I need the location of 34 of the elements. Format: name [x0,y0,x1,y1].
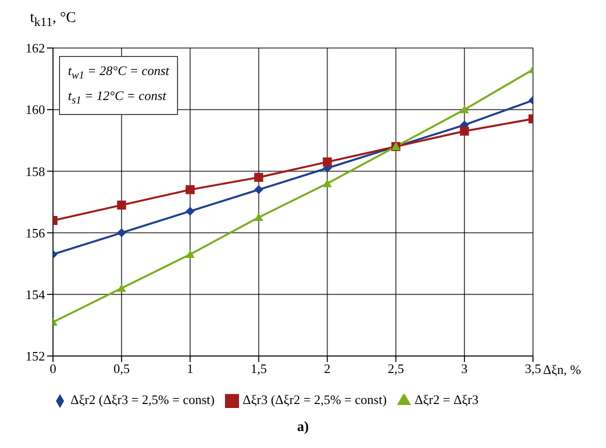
y-tick-label: 162 [26,40,45,56]
point [186,185,195,194]
y-tick-label: 156 [26,225,46,240]
x-tick-label: 2 [324,361,331,376]
legend-label: Δξr2 = Δξr3 [414,392,478,407]
x-tick-label: 3 [461,361,468,376]
text: t$_{w1}$ = 28°C = const t$_{s1}$ = 12°C = const [68,63,170,106]
point [254,185,264,194]
y-tick-label: 158 [26,164,45,179]
point [254,212,264,221]
x-tick-label: 3,5 [524,361,542,376]
point [117,228,126,238]
x-tick-label: 1,5 [250,361,267,376]
y-tick-label: 152 [26,348,45,364]
point [186,250,195,258]
point [186,206,195,216]
y-axis-title: t$_{k11}$, °C [30,10,76,30]
legend-label: Δξr3 (Δξr2 = 2,5% = const) [242,392,387,407]
y-tick-label: 160 [26,102,45,118]
text: a) [296,420,310,436]
y-tick-label: 154 [26,287,46,302]
point [460,126,469,136]
point [322,157,332,166]
x-tick-label: 2,5 [388,361,404,376]
x-tick-label: 1 [186,361,194,376]
point [460,105,469,114]
x-tick-label: 0,5 [113,361,130,376]
point [254,172,264,182]
point [117,200,126,210]
point [322,179,332,188]
x-tick-label: 0 [50,361,56,376]
point [117,284,126,292]
legend-label: Δξr2 (Δξr3 = 2,5% = const) [70,392,215,407]
x-axis-title: Δξn, % [543,362,581,378]
